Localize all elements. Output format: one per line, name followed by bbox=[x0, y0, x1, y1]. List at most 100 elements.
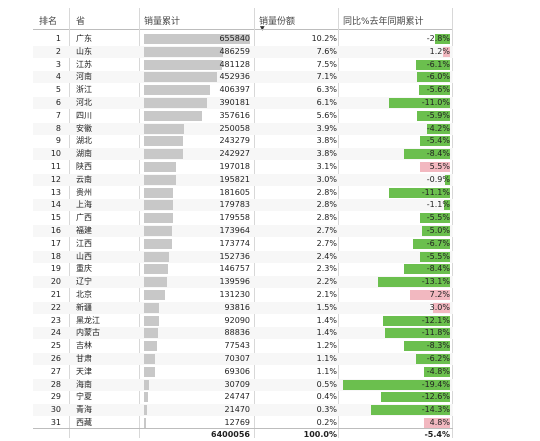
yoy-cell: -5.4% bbox=[426, 136, 450, 146]
sales-cell: 69306 bbox=[224, 366, 250, 376]
rank-cell: 16 bbox=[50, 226, 61, 235]
share-cell: 2.8% bbox=[316, 200, 337, 210]
table-row[interactable]: 7 四川 357616 5.6% -5.9% bbox=[33, 110, 453, 122]
yoy-cell: 1.2% bbox=[429, 46, 450, 56]
sales-bar bbox=[144, 366, 156, 377]
sales-cell: 88836 bbox=[224, 328, 250, 338]
province-cell: 山西 bbox=[76, 251, 92, 261]
table-row[interactable]: 3 江苏 481128 7.5% -6.1% bbox=[33, 59, 453, 71]
table-row[interactable]: 15 广西 179558 2.8% -5.5% bbox=[33, 212, 453, 224]
sales-bar bbox=[144, 213, 174, 224]
table-row[interactable]: 2 山东 486259 7.6% 1.2% bbox=[33, 45, 453, 58]
sales-cell: 12769 bbox=[224, 418, 250, 427]
column-divider bbox=[338, 8, 339, 438]
table-row[interactable]: 14 上海 179783 2.8% -1.1% bbox=[33, 199, 453, 212]
yoy-cell: -19.4% bbox=[421, 379, 450, 389]
table-row[interactable]: 28 海南 30709 0.5% -19.4% bbox=[33, 378, 453, 391]
share-cell: 3.9% bbox=[316, 123, 337, 133]
table-row[interactable]: 6 河北 390181 6.1% -11.0% bbox=[33, 97, 453, 109]
yoy-bar bbox=[422, 226, 450, 236]
table-row[interactable]: 11 陕西 197018 3.1% 5.5% bbox=[33, 161, 453, 173]
yoy-cell: -8.3% bbox=[426, 341, 450, 351]
share-cell: 0.5% bbox=[316, 379, 337, 389]
table-row[interactable]: 16 福建 173964 2.7% -5.0% bbox=[33, 225, 453, 237]
table-row[interactable]: 12 云南 195821 3.0% -0.9% bbox=[33, 173, 453, 186]
rank-cell: 11 bbox=[50, 162, 61, 171]
share-cell: 1.1% bbox=[316, 354, 337, 363]
col-header-rank[interactable]: 排名 bbox=[39, 17, 58, 27]
sales-cell: 357616 bbox=[219, 110, 250, 120]
table-row[interactable]: 22 新疆 93816 1.5% 3.0% bbox=[33, 301, 453, 314]
table-row[interactable]: 21 北京 131230 2.1% 7.2% bbox=[33, 289, 453, 301]
sales-bar bbox=[144, 264, 168, 275]
yoy-cell: -11.0% bbox=[421, 98, 450, 107]
table-row[interactable]: 17 江西 173774 2.7% -6.7% bbox=[33, 238, 453, 250]
table-row[interactable]: 26 甘肃 70307 1.1% -6.2% bbox=[33, 353, 453, 365]
table-row[interactable]: 4 河南 452936 7.1% -6.0% bbox=[33, 71, 453, 84]
share-cell: 10.2% bbox=[311, 34, 337, 43]
table-row[interactable]: 5 浙江 406397 6.3% -5.6% bbox=[33, 84, 453, 96]
yoy-bar bbox=[419, 213, 450, 224]
table-row[interactable]: 29 宁夏 24747 0.4% -12.6% bbox=[33, 391, 453, 403]
table-row[interactable]: 1 广东 655840 10.2% -2.8% bbox=[33, 33, 453, 45]
province-cell: 青海 bbox=[76, 405, 92, 415]
sales-cell: 21470 bbox=[224, 405, 250, 415]
sales-cell: 146757 bbox=[219, 264, 250, 274]
table-row[interactable]: 31 西藏 12769 0.2% 4.8% bbox=[33, 417, 453, 429]
share-cell: 7.1% bbox=[316, 72, 337, 82]
yoy-cell: -12.6% bbox=[421, 392, 450, 402]
rank-cell: 26 bbox=[50, 354, 61, 363]
sales-bar bbox=[144, 328, 159, 339]
yoy-bar bbox=[413, 238, 450, 249]
rank-cell: 15 bbox=[50, 213, 61, 223]
sales-bar bbox=[144, 34, 250, 44]
sales-bar bbox=[144, 251, 169, 262]
sales-bar bbox=[144, 418, 147, 428]
yoy-bar bbox=[423, 418, 450, 428]
rank-cell: 31 bbox=[50, 418, 61, 427]
col-header-yoy[interactable]: 同比%去年同期累计 bbox=[343, 17, 424, 27]
yoy-bar bbox=[420, 136, 450, 147]
province-cell: 黑龙江 bbox=[76, 315, 100, 325]
rank-cell: 21 bbox=[50, 290, 61, 299]
table-row[interactable]: 19 重庆 146757 2.3% -8.4% bbox=[33, 263, 453, 275]
sales-cell: 195821 bbox=[219, 174, 250, 184]
yoy-bar bbox=[433, 302, 450, 313]
table-row[interactable]: 10 湖南 242927 3.8% -8.4% bbox=[33, 148, 453, 161]
yoy-bar bbox=[389, 98, 450, 108]
table-row[interactable]: 13 贵州 181605 2.8% -11.1% bbox=[33, 187, 453, 199]
province-cell: 北京 bbox=[76, 290, 92, 299]
table-row[interactable]: 25 吉林 77543 1.2% -8.3% bbox=[33, 340, 453, 352]
share-cell: 2.1% bbox=[316, 290, 337, 299]
table-row[interactable]: 24 内蒙古 88836 1.4% -11.8% bbox=[33, 327, 453, 340]
col-header-province[interactable]: 省 bbox=[76, 17, 86, 27]
table-row[interactable]: 9 湖北 243279 3.8% -5.4% bbox=[33, 135, 453, 147]
yoy-cell: -5.9% bbox=[426, 110, 450, 120]
table-row[interactable]: 27 天津 69306 1.1% -4.8% bbox=[33, 366, 453, 378]
col-header-share[interactable]: 销量份额 bbox=[259, 17, 296, 27]
province-cell: 贵州 bbox=[76, 187, 92, 197]
total-yoy: -5.4% bbox=[424, 430, 450, 439]
table-row[interactable]: 20 辽宁 139596 2.2% -13.1% bbox=[33, 276, 453, 289]
share-cell: 2.3% bbox=[316, 264, 337, 274]
table-row[interactable]: 30 青海 21470 0.3% -14.3% bbox=[33, 404, 453, 417]
table-row[interactable]: 18 山西 152736 2.4% -5.5% bbox=[33, 250, 453, 263]
share-cell: 0.2% bbox=[316, 418, 337, 427]
table-row[interactable]: 8 安徽 250058 3.9% -4.2% bbox=[33, 122, 453, 135]
sales-bar bbox=[144, 98, 208, 108]
share-cell: 5.6% bbox=[316, 110, 337, 120]
rank-cell: 22 bbox=[50, 302, 61, 312]
province-cell: 甘肃 bbox=[76, 354, 92, 363]
sales-bar bbox=[144, 59, 222, 70]
province-cell: 山东 bbox=[76, 46, 92, 56]
sales-bar bbox=[144, 354, 156, 364]
sales-table: 排名 省 销量累计 销量份额 同比%去年同期累计 ▼ 1 广东 655840 10.2… bbox=[33, 8, 453, 439]
sales-bar bbox=[144, 110, 202, 121]
sort-descending-icon[interactable]: ▼ bbox=[260, 25, 265, 32]
table-row[interactable]: 23 黑龙江 92090 1.4% -12.1% bbox=[33, 315, 453, 327]
yoy-cell: -5.0% bbox=[426, 226, 450, 235]
yoy-cell: -11.1% bbox=[421, 187, 450, 197]
sales-cell: 179783 bbox=[219, 200, 250, 210]
col-header-sales[interactable]: 销量累计 bbox=[144, 17, 181, 27]
sales-bar bbox=[144, 226, 173, 236]
